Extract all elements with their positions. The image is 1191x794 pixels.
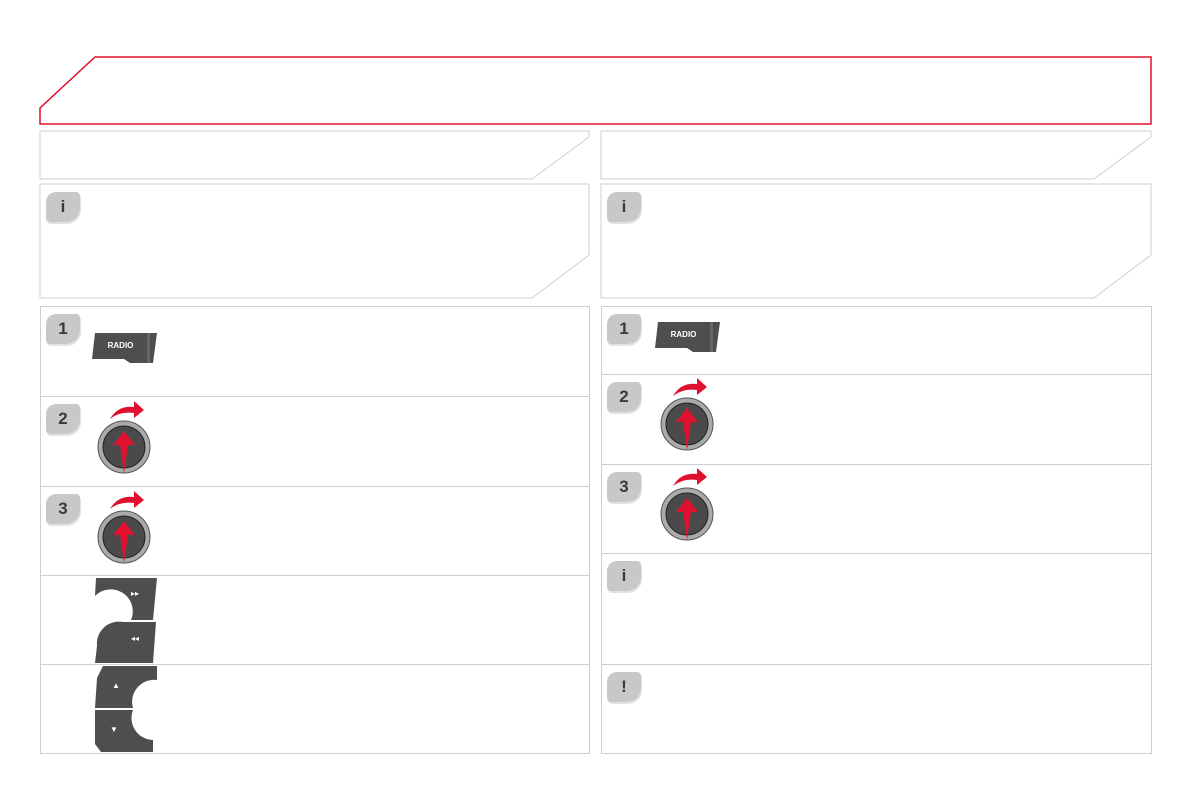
divider <box>40 486 590 487</box>
left-steps-box <box>40 306 590 754</box>
radio-button[interactable]: RADIO <box>655 322 720 352</box>
rewind-icon: ◂◂ <box>131 634 140 643</box>
header-box <box>39 56 1152 125</box>
step-badge-2: 2 <box>607 382 641 412</box>
seek-forward-button[interactable]: ▸▸ <box>93 578 159 622</box>
step-badge-3: 3 <box>46 494 80 524</box>
left-title-box <box>39 130 590 180</box>
radio-label: RADIO <box>670 330 697 339</box>
down-arrow-icon: ▼ <box>110 725 118 734</box>
divider <box>601 553 1152 554</box>
divider <box>40 575 590 576</box>
up-button[interactable]: ▲ <box>93 666 159 710</box>
rotary-knob-icon <box>97 490 151 564</box>
info-icon: i <box>46 192 80 222</box>
divider <box>601 464 1152 465</box>
divider <box>40 396 590 397</box>
right-info-box <box>600 183 1152 299</box>
right-steps-box <box>601 306 1152 754</box>
info-icon: i <box>607 561 641 591</box>
frame-outlines <box>39 56 1152 299</box>
step-badge-1: 1 <box>46 314 80 344</box>
step-badge-3: 3 <box>607 472 641 502</box>
radio-label: RADIO <box>107 341 134 350</box>
down-button[interactable]: ▼ <box>93 710 159 754</box>
fast-forward-icon: ▸▸ <box>131 589 140 598</box>
step-badge-1: 1 <box>607 314 641 344</box>
divider <box>601 664 1152 665</box>
radio-button[interactable]: RADIO <box>92 333 157 363</box>
warning-icon: ! <box>607 672 641 702</box>
up-arrow-icon: ▲ <box>112 681 120 690</box>
divider <box>40 664 590 665</box>
step-badge-2: 2 <box>46 404 80 434</box>
left-info-box <box>39 183 590 299</box>
seek-back-button[interactable]: ◂◂ <box>93 620 159 664</box>
info-icon: i <box>607 192 641 222</box>
divider <box>601 374 1152 375</box>
right-title-box <box>600 130 1152 180</box>
rotary-knob-icon <box>97 400 151 474</box>
